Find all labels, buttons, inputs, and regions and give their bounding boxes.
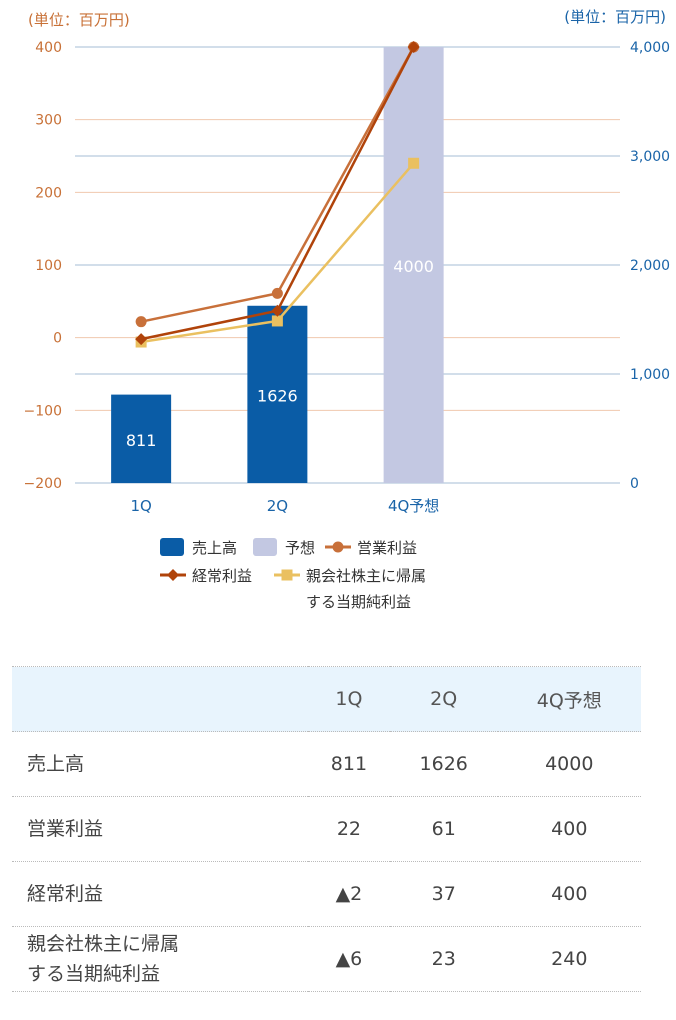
right-tick-label: 4,000 bbox=[630, 40, 670, 56]
header-2q: 2Q bbox=[389, 666, 498, 732]
cell: 1626 bbox=[389, 731, 498, 797]
left-tick-label: −100 bbox=[24, 403, 62, 419]
row-label: 営業利益 bbox=[12, 796, 308, 862]
circle-marker bbox=[271, 287, 283, 299]
cell: 4000 bbox=[497, 731, 641, 797]
cell: 811 bbox=[308, 731, 390, 797]
legend-label: する当期純利益 bbox=[306, 593, 411, 611]
legend-label: 経常利益 bbox=[192, 567, 252, 585]
cell: 37 bbox=[389, 861, 498, 927]
chart: 400 300 200 100 0 −100 −200 4,000 3,000 2,000 1,00… bbox=[24, 8, 671, 611]
bar-data-label: 4000 bbox=[393, 257, 434, 276]
right-tick-label: 3,000 bbox=[630, 149, 670, 165]
table-row: 親会社株主に帰属 する当期純利益 ▲6 23 240 bbox=[12, 926, 641, 992]
legend-label: 営業利益 bbox=[357, 539, 417, 557]
circle-marker bbox=[135, 316, 147, 328]
x-tick-label: 4Q予想 bbox=[388, 497, 439, 515]
diamond-marker bbox=[407, 41, 420, 53]
right-tick-label: 0 bbox=[630, 476, 639, 492]
right-tick-label: 1,000 bbox=[630, 367, 670, 383]
legend-label: 売上高 bbox=[192, 539, 237, 557]
bar bbox=[111, 394, 172, 483]
row-label: 売上高 bbox=[12, 731, 308, 797]
table-row: 営業利益 22 61 400 bbox=[12, 796, 641, 862]
left-axis-unit: (単位：百万円) bbox=[28, 11, 130, 29]
table-row: 売上高 811 1626 4000 bbox=[12, 731, 641, 797]
square-marker bbox=[271, 315, 283, 327]
row-label: 経常利益 bbox=[12, 861, 308, 927]
diamond-marker bbox=[271, 304, 284, 317]
data-table: 1Q 2Q 4Q予想 売上高 811 1626 4000 営業利益 22 61 400 経常… bbox=[12, 666, 641, 992]
table-row: 経常利益 ▲2 37 400 bbox=[12, 861, 641, 927]
right-tick-label: 2,000 bbox=[630, 258, 670, 274]
bar-data-label: 1626 bbox=[257, 386, 298, 405]
header-4q: 4Q予想 bbox=[497, 666, 641, 732]
row-label-line2: する当期純利益 bbox=[27, 963, 161, 985]
x-tick-label: 2Q bbox=[267, 497, 288, 515]
table-header-row: 1Q 2Q 4Q予想 bbox=[12, 666, 641, 732]
row-label: 親会社株主に帰属 する当期純利益 bbox=[12, 926, 308, 992]
bar bbox=[247, 305, 308, 483]
row-label-line1: 親会社株主に帰属 bbox=[27, 933, 180, 955]
bar-data-label: 811 bbox=[126, 431, 157, 450]
square-marker bbox=[281, 569, 293, 581]
cell: ▲2 bbox=[308, 861, 390, 927]
left-tick-label: 200 bbox=[35, 185, 62, 201]
cell: 22 bbox=[308, 796, 390, 862]
cell: 400 bbox=[497, 796, 641, 862]
bar bbox=[383, 47, 444, 483]
cell: 23 bbox=[389, 926, 498, 992]
legend-swatch bbox=[160, 538, 184, 556]
left-tick-label: 0 bbox=[53, 331, 62, 347]
header-blank bbox=[12, 666, 308, 732]
cell: 240 bbox=[497, 926, 641, 992]
series-line bbox=[140, 46, 415, 323]
legend-swatch bbox=[253, 538, 277, 556]
header-1q: 1Q bbox=[308, 666, 390, 732]
diamond-marker bbox=[135, 333, 148, 346]
right-axis-unit: (単位：百万円) bbox=[564, 8, 666, 26]
left-tick-label: −200 bbox=[24, 476, 62, 492]
x-tick-label: 1Q bbox=[130, 497, 151, 515]
cell: ▲6 bbox=[308, 926, 390, 992]
left-tick-label: 100 bbox=[35, 258, 62, 274]
left-tick-label: 300 bbox=[35, 113, 62, 129]
left-tick-label: 400 bbox=[35, 40, 62, 56]
diamond-marker bbox=[167, 569, 179, 581]
legend-label: 予想 bbox=[285, 539, 315, 557]
cell: 61 bbox=[389, 796, 498, 862]
circle-marker bbox=[332, 541, 344, 553]
legend-label: 親会社株主に帰属 bbox=[306, 567, 426, 585]
square-marker bbox=[408, 157, 420, 169]
cell: 400 bbox=[497, 861, 641, 927]
